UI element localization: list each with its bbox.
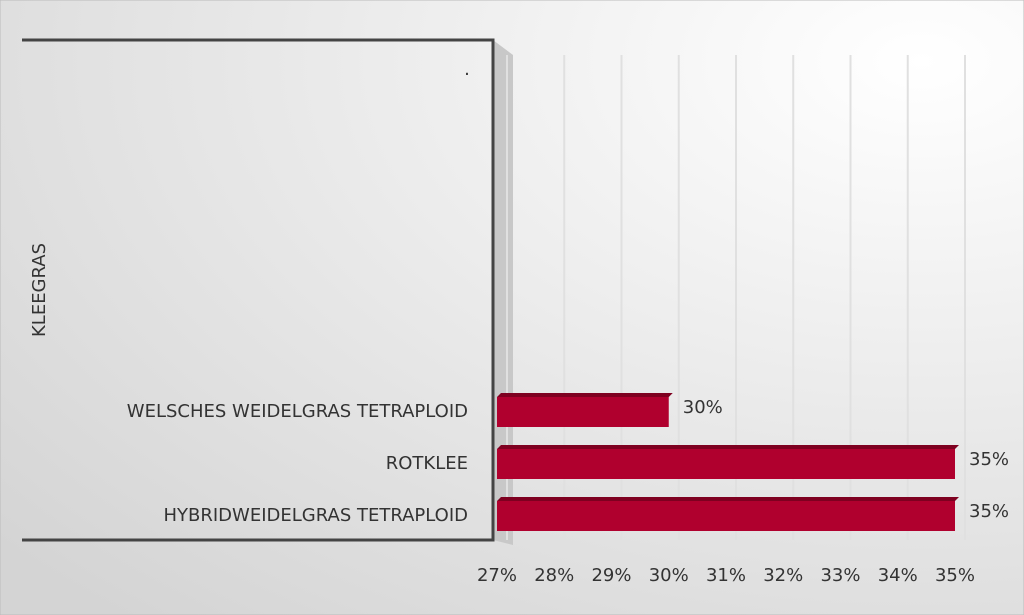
bar-top xyxy=(497,445,959,449)
y-tick-label: HYBRIDWEIDELGRAS TETRAPLOID xyxy=(163,505,468,526)
x-tick-label: 32% xyxy=(763,565,803,586)
bar-top xyxy=(497,393,673,397)
y-tick-label: WELSCHES WEIDELGRAS TETRAPLOID xyxy=(127,401,468,422)
x-tick-label: 28% xyxy=(534,565,574,586)
x-tick-label: 29% xyxy=(591,565,631,586)
bar-top xyxy=(497,497,959,501)
bar xyxy=(497,449,955,479)
bar xyxy=(497,501,955,531)
value-label: 35% xyxy=(969,501,1009,522)
value-label: 35% xyxy=(969,449,1009,470)
y-tick-label: ROTKLEE xyxy=(386,453,468,474)
x-tick-label: 31% xyxy=(706,565,746,586)
x-tick-label: 33% xyxy=(820,565,860,586)
x-tick-label: 30% xyxy=(649,565,689,586)
group-label: KLEEGRAS xyxy=(29,243,50,337)
x-tick-label: 27% xyxy=(477,565,517,586)
bar xyxy=(497,397,669,427)
category-frame xyxy=(22,38,495,542)
x-tick-label: 34% xyxy=(878,565,918,586)
value-label: 30% xyxy=(683,397,723,418)
x-tick-label: 35% xyxy=(935,565,975,586)
annotation: . xyxy=(464,59,470,80)
